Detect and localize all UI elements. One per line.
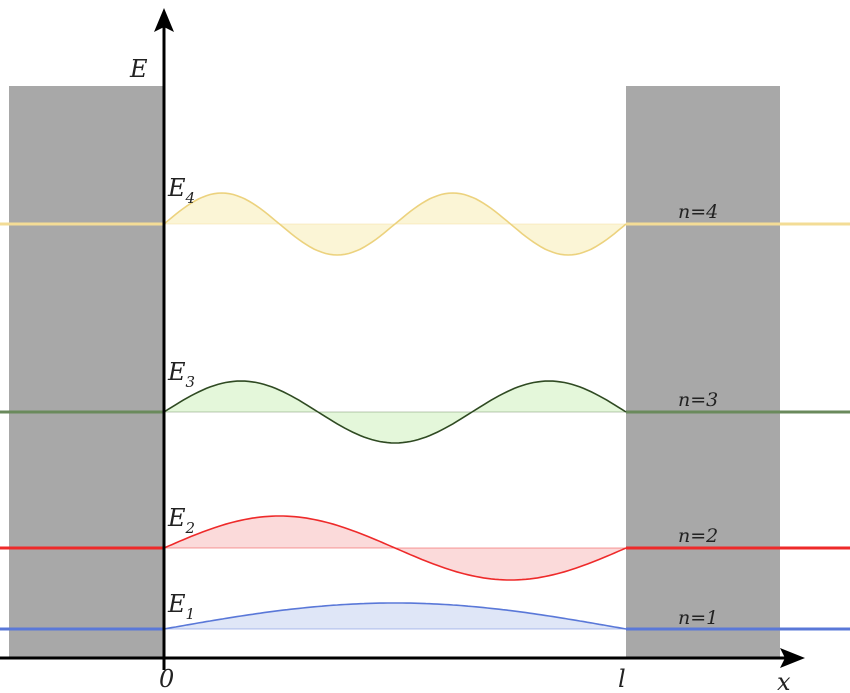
state-label-n3: n=3 [678,389,718,411]
state-label-n1: n=1 [678,607,718,629]
x-axis-label: x [777,668,791,693]
wavefunction-n2 [163,515,627,581]
x-axis-arrowhead [780,648,805,668]
wavefunction-n4 [163,192,627,256]
state-label-n4: n=4 [678,201,718,223]
level-labels: E1 n=1 E2 n=2 E3 n=3 E4 n=4 [167,174,718,629]
wavefunction-fill-n3 [164,381,626,443]
wavefunction-fill-n1 [164,603,626,629]
energy-label-n2: E2 [167,504,195,537]
left-wall [9,86,164,658]
origin-label: 0 [159,665,174,693]
wavefunction-n1 [163,602,627,630]
energy-levels [0,192,850,631]
well-width-label: l [618,665,626,693]
energy-label-n4: E4 [167,174,195,207]
wavefunction-n3 [163,380,627,444]
energy-label-n3: E3 [167,358,195,391]
right-wall [626,86,780,658]
state-label-n2: n=2 [678,525,718,547]
energy-label-n1: E1 [167,590,195,623]
y-axis-label: E [129,55,148,83]
y-axis-arrowhead [154,8,174,32]
